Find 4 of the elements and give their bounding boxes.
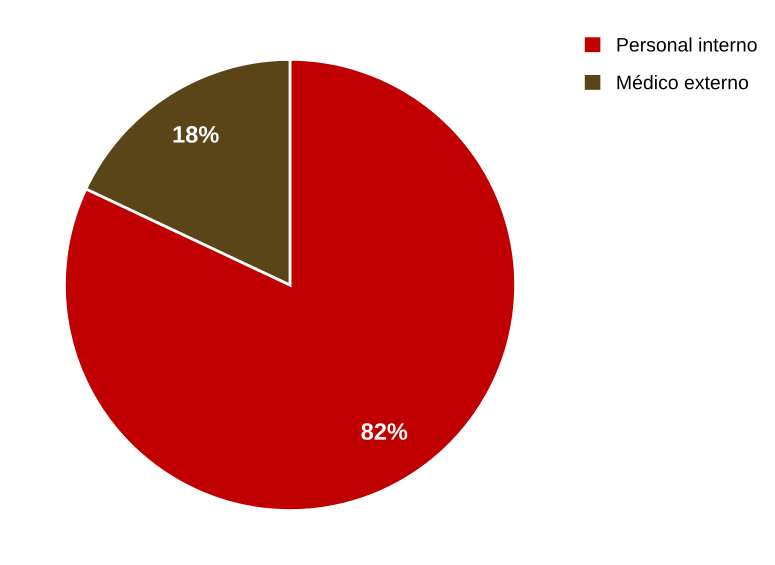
data-label: 18% — [174, 126, 219, 143]
data-label: 82% — [361, 423, 408, 440]
legend-label: Médico externo — [618, 74, 748, 90]
legend-label: Personal interno — [618, 37, 757, 52]
